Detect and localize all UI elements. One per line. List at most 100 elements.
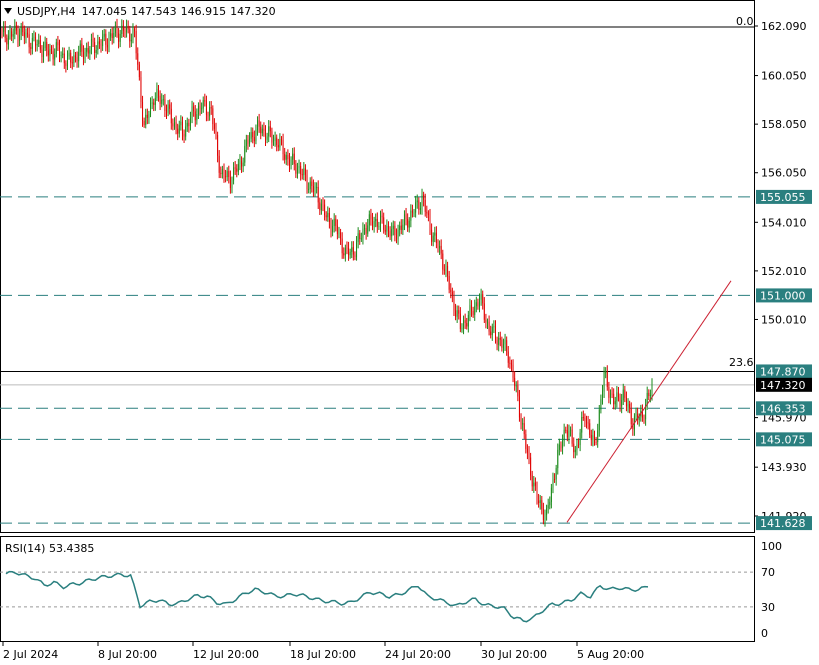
candle-body — [241, 160, 243, 167]
trendline-layer — [566, 280, 732, 523]
candle-body — [544, 515, 546, 521]
candle-body — [637, 413, 639, 421]
candle-body — [467, 315, 469, 327]
candle-body — [332, 226, 334, 233]
candle-body — [552, 478, 554, 488]
candle-body — [507, 351, 509, 363]
candle-body — [148, 114, 150, 118]
candle-body — [381, 215, 383, 218]
candle-body — [474, 306, 476, 315]
candle-body — [158, 88, 159, 96]
candle-body — [154, 97, 156, 105]
candle-body — [82, 51, 84, 59]
candle-body — [416, 200, 418, 203]
candle-body — [17, 30, 19, 41]
candle-body — [589, 423, 591, 435]
candle-body — [41, 49, 43, 57]
price-tick-label-8: 143.930 — [761, 461, 807, 474]
time-tick-label-3: 18 Jul 20:00 — [290, 648, 356, 661]
ohlc-close: 147.320 — [230, 5, 276, 18]
candle-body — [388, 225, 389, 231]
candle-body — [320, 203, 322, 211]
candle-body — [410, 210, 412, 221]
candle-body — [73, 55, 75, 64]
candle-body — [413, 212, 415, 214]
candle-body — [306, 174, 308, 189]
candle-body — [76, 57, 78, 62]
candle-body — [247, 139, 249, 144]
candle-body — [602, 391, 603, 400]
candle-body — [174, 122, 175, 127]
candle-body — [150, 103, 152, 115]
candle-body — [351, 247, 353, 252]
candle-body — [6, 37, 8, 45]
candle-body — [573, 443, 575, 453]
candle-body — [415, 202, 417, 213]
level-label-1-text: 151.000 — [760, 289, 806, 302]
candle-body — [603, 371, 605, 392]
level-label-0-text: 155.055 — [760, 191, 806, 204]
candle-body — [531, 475, 533, 487]
candle-body — [463, 320, 465, 328]
candle-body — [622, 389, 624, 401]
candle-body — [285, 155, 287, 160]
candle-body — [279, 139, 281, 148]
candle-body — [595, 441, 597, 443]
candle-body — [515, 385, 517, 387]
candle-body — [405, 214, 407, 219]
candle-body — [9, 31, 11, 36]
candle-body — [110, 33, 112, 37]
candle-body — [255, 129, 257, 142]
candle-body — [167, 104, 169, 113]
candle-body — [442, 253, 444, 270]
candle-body — [249, 138, 251, 144]
rsi-panel-frame — [0, 536, 755, 642]
candle-body — [98, 41, 100, 45]
candle-body — [344, 247, 346, 256]
candle-body — [447, 266, 449, 276]
candle-body — [226, 171, 228, 178]
fib-price-label-bg — [756, 364, 812, 379]
candle-body — [201, 108, 203, 110]
candle-body — [458, 310, 460, 314]
candle-body — [273, 141, 274, 143]
candle-body — [581, 417, 583, 433]
candle-body — [557, 449, 559, 469]
candle-body — [140, 77, 142, 103]
candle-body — [159, 95, 161, 104]
candle-body — [641, 410, 643, 418]
price-axis: 162.090 160.050 158.050 156.050 154.010 152.0… — [754, 20, 807, 523]
candle-body — [250, 132, 252, 139]
candle-body — [236, 168, 238, 172]
candle-body — [298, 165, 300, 169]
candle-body — [261, 128, 263, 134]
candle-body — [352, 247, 354, 255]
candle-body — [74, 55, 76, 58]
candle-body — [309, 181, 311, 189]
candle-body — [469, 305, 471, 316]
candle-body — [274, 137, 276, 142]
candle-body — [477, 302, 479, 307]
candle-body — [162, 99, 164, 101]
candle-body — [113, 32, 115, 39]
candle-body — [592, 435, 594, 441]
candle-body — [608, 386, 610, 398]
candle-body — [257, 120, 259, 130]
candle-body — [432, 235, 434, 242]
candle-body — [370, 214, 372, 220]
candle-body — [606, 371, 608, 387]
candle-body — [199, 105, 201, 110]
candle-body — [213, 124, 215, 129]
candle-body — [260, 126, 262, 134]
collapse-triangle-icon[interactable] — [4, 8, 12, 14]
candle-body — [391, 228, 393, 237]
candle-body — [4, 27, 6, 38]
candle-body — [276, 137, 278, 145]
candle-body — [348, 247, 350, 256]
candle-body — [555, 468, 557, 480]
candle-body — [11, 31, 13, 37]
candle-body — [514, 377, 516, 386]
horizontal-levels — [0, 26, 754, 524]
candle-body — [482, 294, 484, 304]
